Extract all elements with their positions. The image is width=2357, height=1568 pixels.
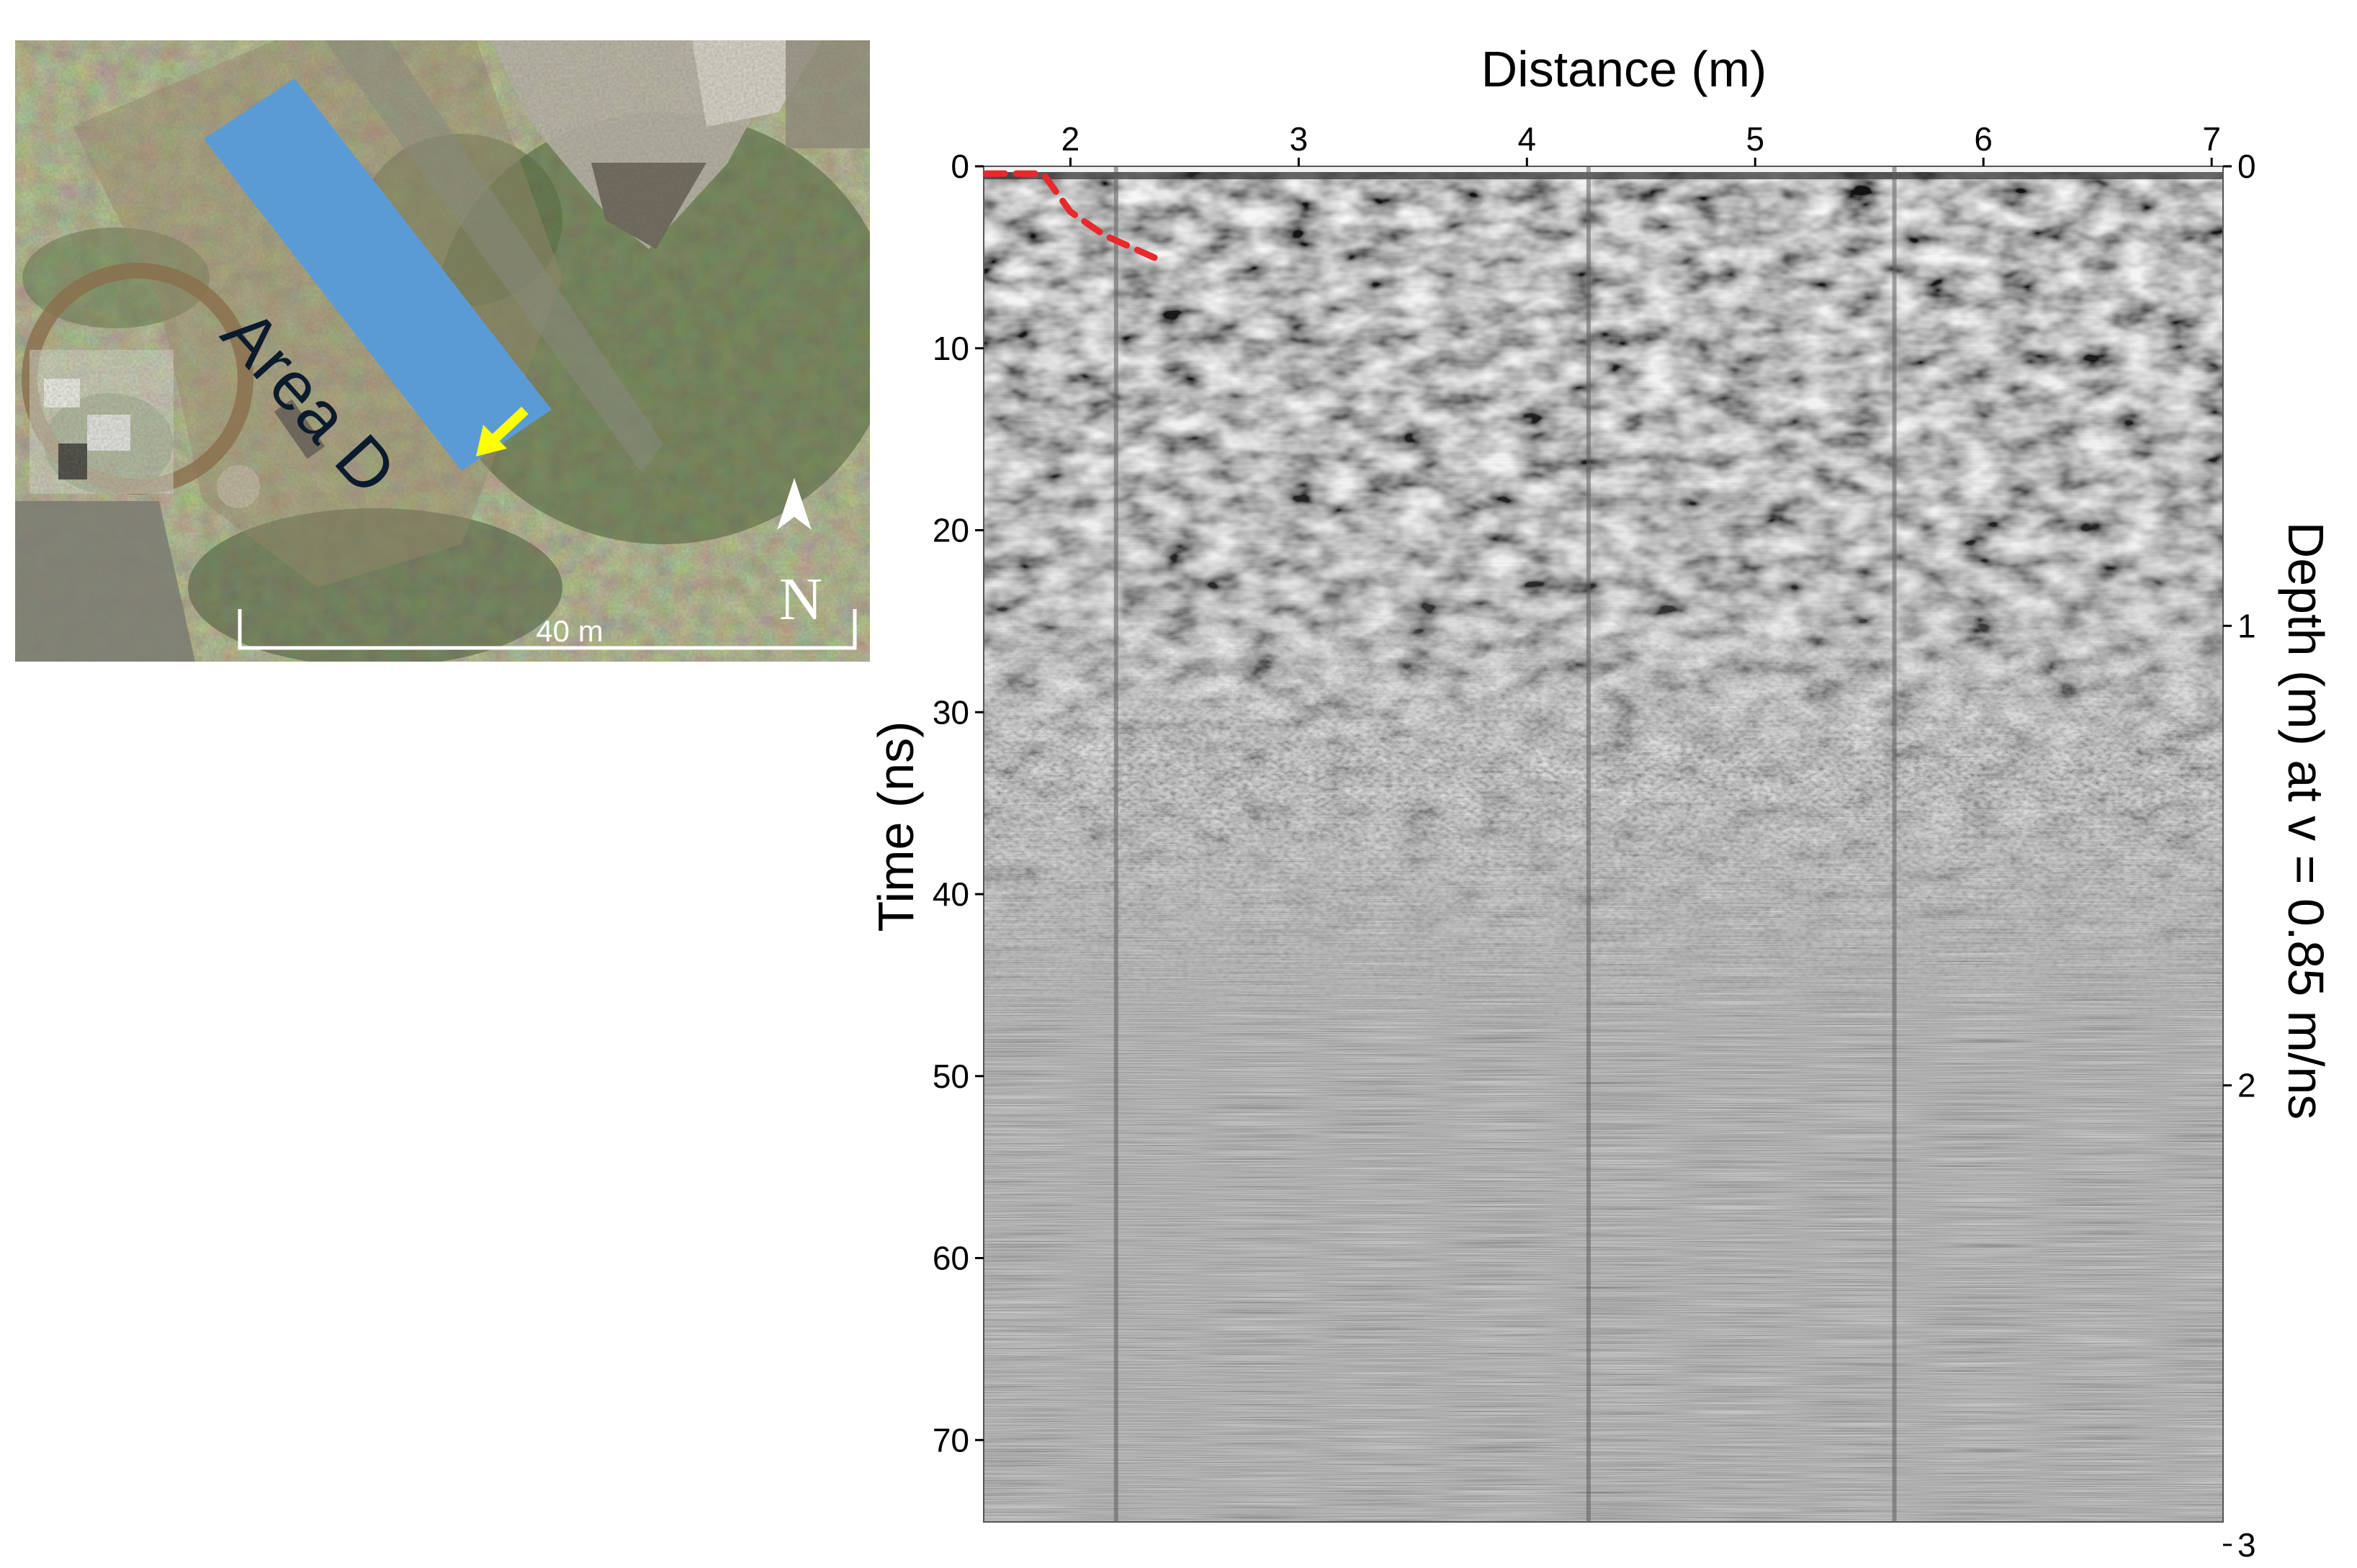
y-axis-title: Time (ns) <box>868 721 924 932</box>
x-tick-label: 4 <box>1518 120 1537 158</box>
y2-tick-label: 1 <box>2237 607 2256 644</box>
y-tick-label: 50 <box>933 1058 969 1095</box>
north-label: N <box>778 566 823 633</box>
x-axis-title: Distance (m) <box>1481 41 1767 97</box>
y-tick-label: 30 <box>933 693 969 731</box>
y-tick-label: 40 <box>933 875 969 913</box>
x-tick-label: 6 <box>1974 120 1993 158</box>
x-tick-label: 2 <box>1061 120 1080 158</box>
x-tick-label: 3 <box>1290 120 1308 158</box>
direction-arrow <box>488 406 529 446</box>
y2-axis-title: Depth (m) at v = 0.85 m/ns <box>2278 522 2334 1120</box>
y2-tick-label: 0 <box>2237 148 2256 185</box>
interpreted-boundary-line <box>982 170 1165 264</box>
x-tick-label: 5 <box>1746 120 1764 158</box>
y2-tick-label: 2 <box>2237 1067 2256 1104</box>
y-tick-label: 20 <box>933 512 969 549</box>
satellite-map-inset: Area D N 40 m <box>15 40 870 662</box>
area-d-rectangle <box>204 78 552 471</box>
satellite-image <box>15 40 870 662</box>
y-tick-label: 60 <box>933 1240 969 1277</box>
scale-bar <box>238 609 857 650</box>
y-tick-label: 70 <box>933 1421 969 1459</box>
radargram-image <box>984 166 2223 1522</box>
scale-bar-label: 40 m <box>536 614 603 648</box>
north-arrow-icon <box>777 478 812 530</box>
y-tick-label: 10 <box>933 330 969 367</box>
y2-tick-label: 3 <box>2237 1526 2256 1564</box>
y-tick-label: 0 <box>951 148 969 185</box>
x-tick-label: 7 <box>2202 120 2221 158</box>
